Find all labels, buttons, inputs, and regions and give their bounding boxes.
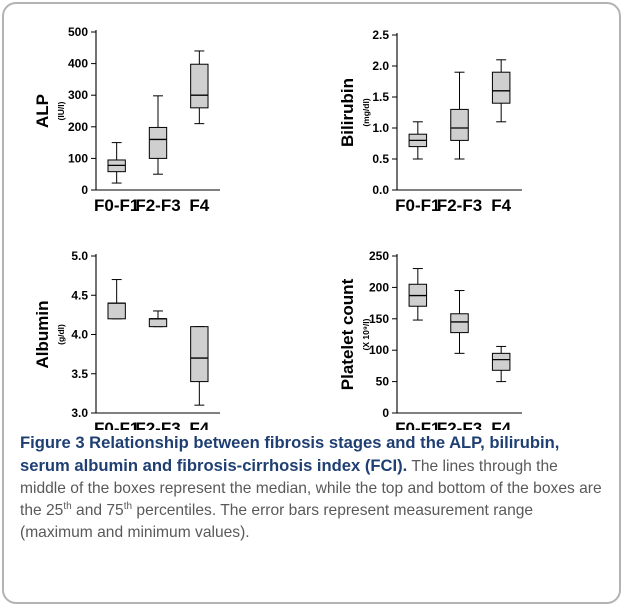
x-category-label: F4 xyxy=(189,419,209,430)
x-category-label: F0-F1 xyxy=(94,196,139,215)
figure-caption: Figure 3 Relationship between fibrosis s… xyxy=(20,432,608,544)
box-iqr xyxy=(190,63,209,109)
y-tick-label: 1.5 xyxy=(372,90,389,104)
caption-text-1: The lines through the middle of the boxe… xyxy=(20,458,602,519)
y-axis-label: Albumin xyxy=(33,301,52,369)
y-axis-unit: (g/dl) xyxy=(56,324,66,345)
x-category-label: F0-F1 xyxy=(395,196,440,215)
y-tick-label: 0 xyxy=(81,183,88,197)
box-iqr xyxy=(107,302,126,320)
figure-frame xyxy=(2,2,621,604)
caption-text-3: percentiles. The error bars represent me… xyxy=(20,502,534,541)
y-tick-label: 50 xyxy=(376,375,390,389)
y-tick-label: 3.5 xyxy=(71,367,88,381)
y-tick-label: 0 xyxy=(382,406,389,420)
x-category-label: F4 xyxy=(491,419,511,430)
y-tick-label: 200 xyxy=(68,120,88,134)
caption-sup-1: th xyxy=(63,500,72,512)
y-tick-label: 250 xyxy=(369,249,389,263)
y-tick-label: 0.0 xyxy=(372,183,389,197)
y-tick-label: 5.0 xyxy=(71,249,88,263)
box-iqr xyxy=(190,326,209,383)
box-iqr xyxy=(148,126,168,159)
y-tick-label: 100 xyxy=(369,343,389,357)
y-tick-label: 3.0 xyxy=(71,406,88,420)
y-tick-label: 500 xyxy=(68,25,88,39)
box-iqr xyxy=(491,71,511,104)
box-iqr xyxy=(450,108,469,141)
y-tick-label: 2.5 xyxy=(372,28,389,42)
x-category-label: F0-F1 xyxy=(395,419,440,430)
y-tick-label: 100 xyxy=(68,151,88,165)
x-category-label: F2-F3 xyxy=(437,419,482,430)
y-tick-label: 1.0 xyxy=(372,121,389,135)
y-axis-unit: (IU/l) xyxy=(56,101,66,120)
y-tick-label: 400 xyxy=(68,57,88,71)
y-tick-label: 4.5 xyxy=(71,288,88,302)
y-axis-unit: (mg/dl) xyxy=(361,98,371,126)
x-category-label: F2-F3 xyxy=(437,196,482,215)
y-axis-label: Platelet count xyxy=(338,278,357,390)
y-tick-label: 2.0 xyxy=(372,59,389,73)
y-tick-label: 0.5 xyxy=(372,152,389,166)
x-category-label: F4 xyxy=(189,196,209,215)
y-tick-label: 4.0 xyxy=(71,328,88,342)
box-iqr xyxy=(450,313,469,334)
y-axis-label: Bilirubin xyxy=(338,78,357,147)
x-category-label: F0-F1 xyxy=(94,419,139,430)
box-iqr xyxy=(491,352,511,371)
x-category-label: F2-F3 xyxy=(135,419,180,430)
y-tick-label: 200 xyxy=(369,280,389,294)
y-tick-label: 300 xyxy=(68,88,88,102)
y-axis-label: ALP xyxy=(33,94,52,128)
caption-title: Figure 3 Relationship between fibrosis s… xyxy=(20,433,560,475)
caption-text-2: and 75 xyxy=(71,502,124,519)
caption-sup-2: th xyxy=(123,500,133,512)
y-tick-label: 150 xyxy=(369,312,389,326)
x-category-label: F4 xyxy=(491,196,511,215)
box-iqr xyxy=(148,318,168,328)
y-axis-unit: (X 10⁹/l) xyxy=(361,318,371,350)
x-category-label: F2-F3 xyxy=(135,196,180,215)
